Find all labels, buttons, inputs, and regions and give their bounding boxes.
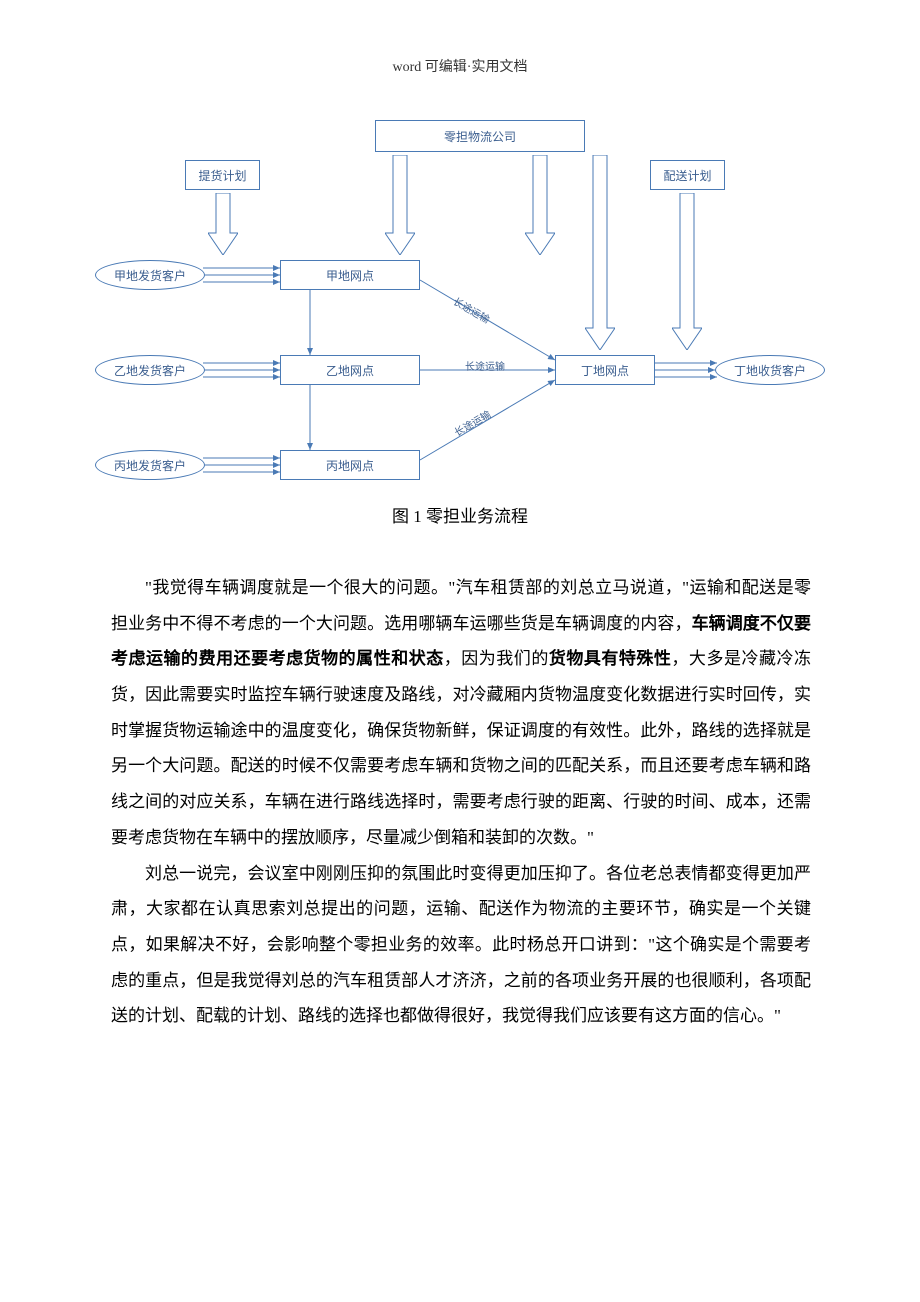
text-run: ，因为我们的 [444, 649, 549, 668]
node-company: 零担物流公司 [375, 120, 585, 152]
node-cust-a: 甲地发货客户 [95, 260, 205, 290]
block-arrow-2 [385, 155, 415, 255]
edge-label-bd: 长途运输 [465, 358, 505, 373]
node-plan-pick: 提货计划 [185, 160, 260, 190]
block-arrow-5 [672, 193, 702, 350]
block-arrow-4 [585, 155, 615, 350]
node-site-d: 丁地网点 [555, 355, 655, 385]
node-cust-c: 丙地发货客户 [95, 450, 205, 480]
figure-caption: 图 1 零担业务流程 [0, 502, 920, 527]
block-arrow-3 [525, 155, 555, 255]
node-plan-deliver: 配送计划 [650, 160, 725, 190]
node-site-b: 乙地网点 [280, 355, 420, 385]
node-cust-b: 乙地发货客户 [95, 355, 205, 385]
text-run: 刘总一说完，会议室中刚刚压抑的氛围此时变得更加压抑了。各位老总表情都变得更加严肃… [111, 864, 811, 1026]
node-cust-d: 丁地收货客户 [715, 355, 825, 385]
bold-text: 货物具有特殊性 [549, 649, 672, 668]
paragraph: 刘总一说完，会议室中刚刚压抑的氛围此时变得更加压抑了。各位老总表情都变得更加严肃… [111, 856, 811, 1034]
node-site-a: 甲地网点 [280, 260, 420, 290]
paragraph: "我觉得车辆调度就是一个很大的问题。"汽车租赁部的刘总立马说道，"运输和配送是零… [111, 570, 811, 856]
text-run: ，大多是冷藏冷冻货，因此需要实时监控车辆行驶速度及路线，对冷藏厢内货物温度变化数… [111, 649, 811, 846]
flowchart-diagram: 零担物流公司 提货计划 配送计划 甲地发货客户 乙地发货客户 丙地发货客户 甲地… [95, 120, 825, 480]
node-site-c: 丙地网点 [280, 450, 420, 480]
body-text: "我觉得车辆调度就是一个很大的问题。"汽车租赁部的刘总立马说道，"运输和配送是零… [111, 570, 811, 1034]
block-arrow-1 [208, 193, 238, 255]
page-header: word 可编辑·实用文档 [0, 56, 920, 76]
